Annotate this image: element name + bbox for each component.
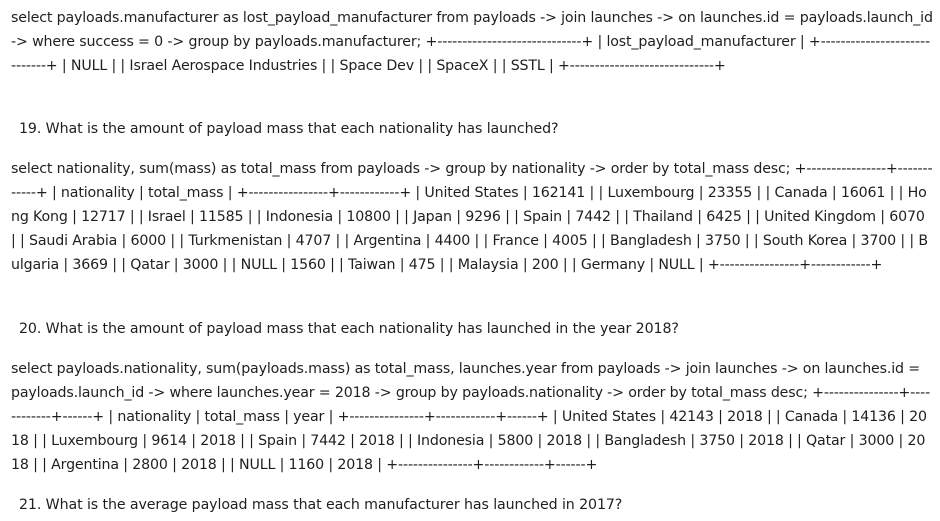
sql-output-block-lost-payload-manufacturer: select payloads.manufacturer as lost_pay… bbox=[11, 10, 933, 74]
sql-output-block-nationality-total-mass: select nationality, sum(mass) as total_m… bbox=[11, 161, 933, 273]
question-20: 20. What is the amount of payload mass t… bbox=[19, 321, 679, 337]
question-19: 19. What is the amount of payload mass t… bbox=[19, 121, 559, 137]
sql-output-block-nationality-mass-2018: select payloads.nationality, sum(payload… bbox=[11, 361, 931, 473]
question-21: 21. What is the average payload mass tha… bbox=[19, 497, 623, 513]
